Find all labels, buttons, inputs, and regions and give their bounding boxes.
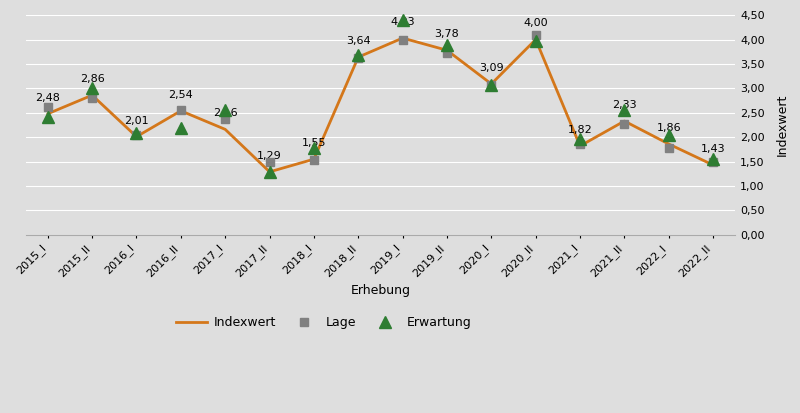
Text: 2,54: 2,54: [169, 90, 194, 100]
Legend: Indexwert, Lage, Erwartung: Indexwert, Lage, Erwartung: [171, 311, 476, 334]
Text: 3,09: 3,09: [479, 63, 504, 73]
Text: 1,82: 1,82: [568, 125, 593, 135]
Text: 2,48: 2,48: [35, 93, 60, 103]
Text: 2,16: 2,16: [213, 108, 238, 118]
Text: 1,29: 1,29: [257, 151, 282, 161]
Text: 2,33: 2,33: [612, 100, 637, 110]
Text: 4,03: 4,03: [390, 17, 415, 27]
Text: 3,78: 3,78: [434, 29, 459, 39]
X-axis label: Erhebung: Erhebung: [350, 285, 410, 297]
Text: 4,00: 4,00: [523, 19, 548, 28]
Text: 2,86: 2,86: [80, 74, 105, 84]
Text: 1,55: 1,55: [302, 138, 326, 148]
Text: 1,86: 1,86: [657, 123, 681, 133]
Text: 3,64: 3,64: [346, 36, 370, 46]
Y-axis label: Indexwert: Indexwert: [776, 94, 789, 156]
Text: 2,01: 2,01: [124, 116, 149, 126]
Text: 1,43: 1,43: [701, 144, 726, 154]
